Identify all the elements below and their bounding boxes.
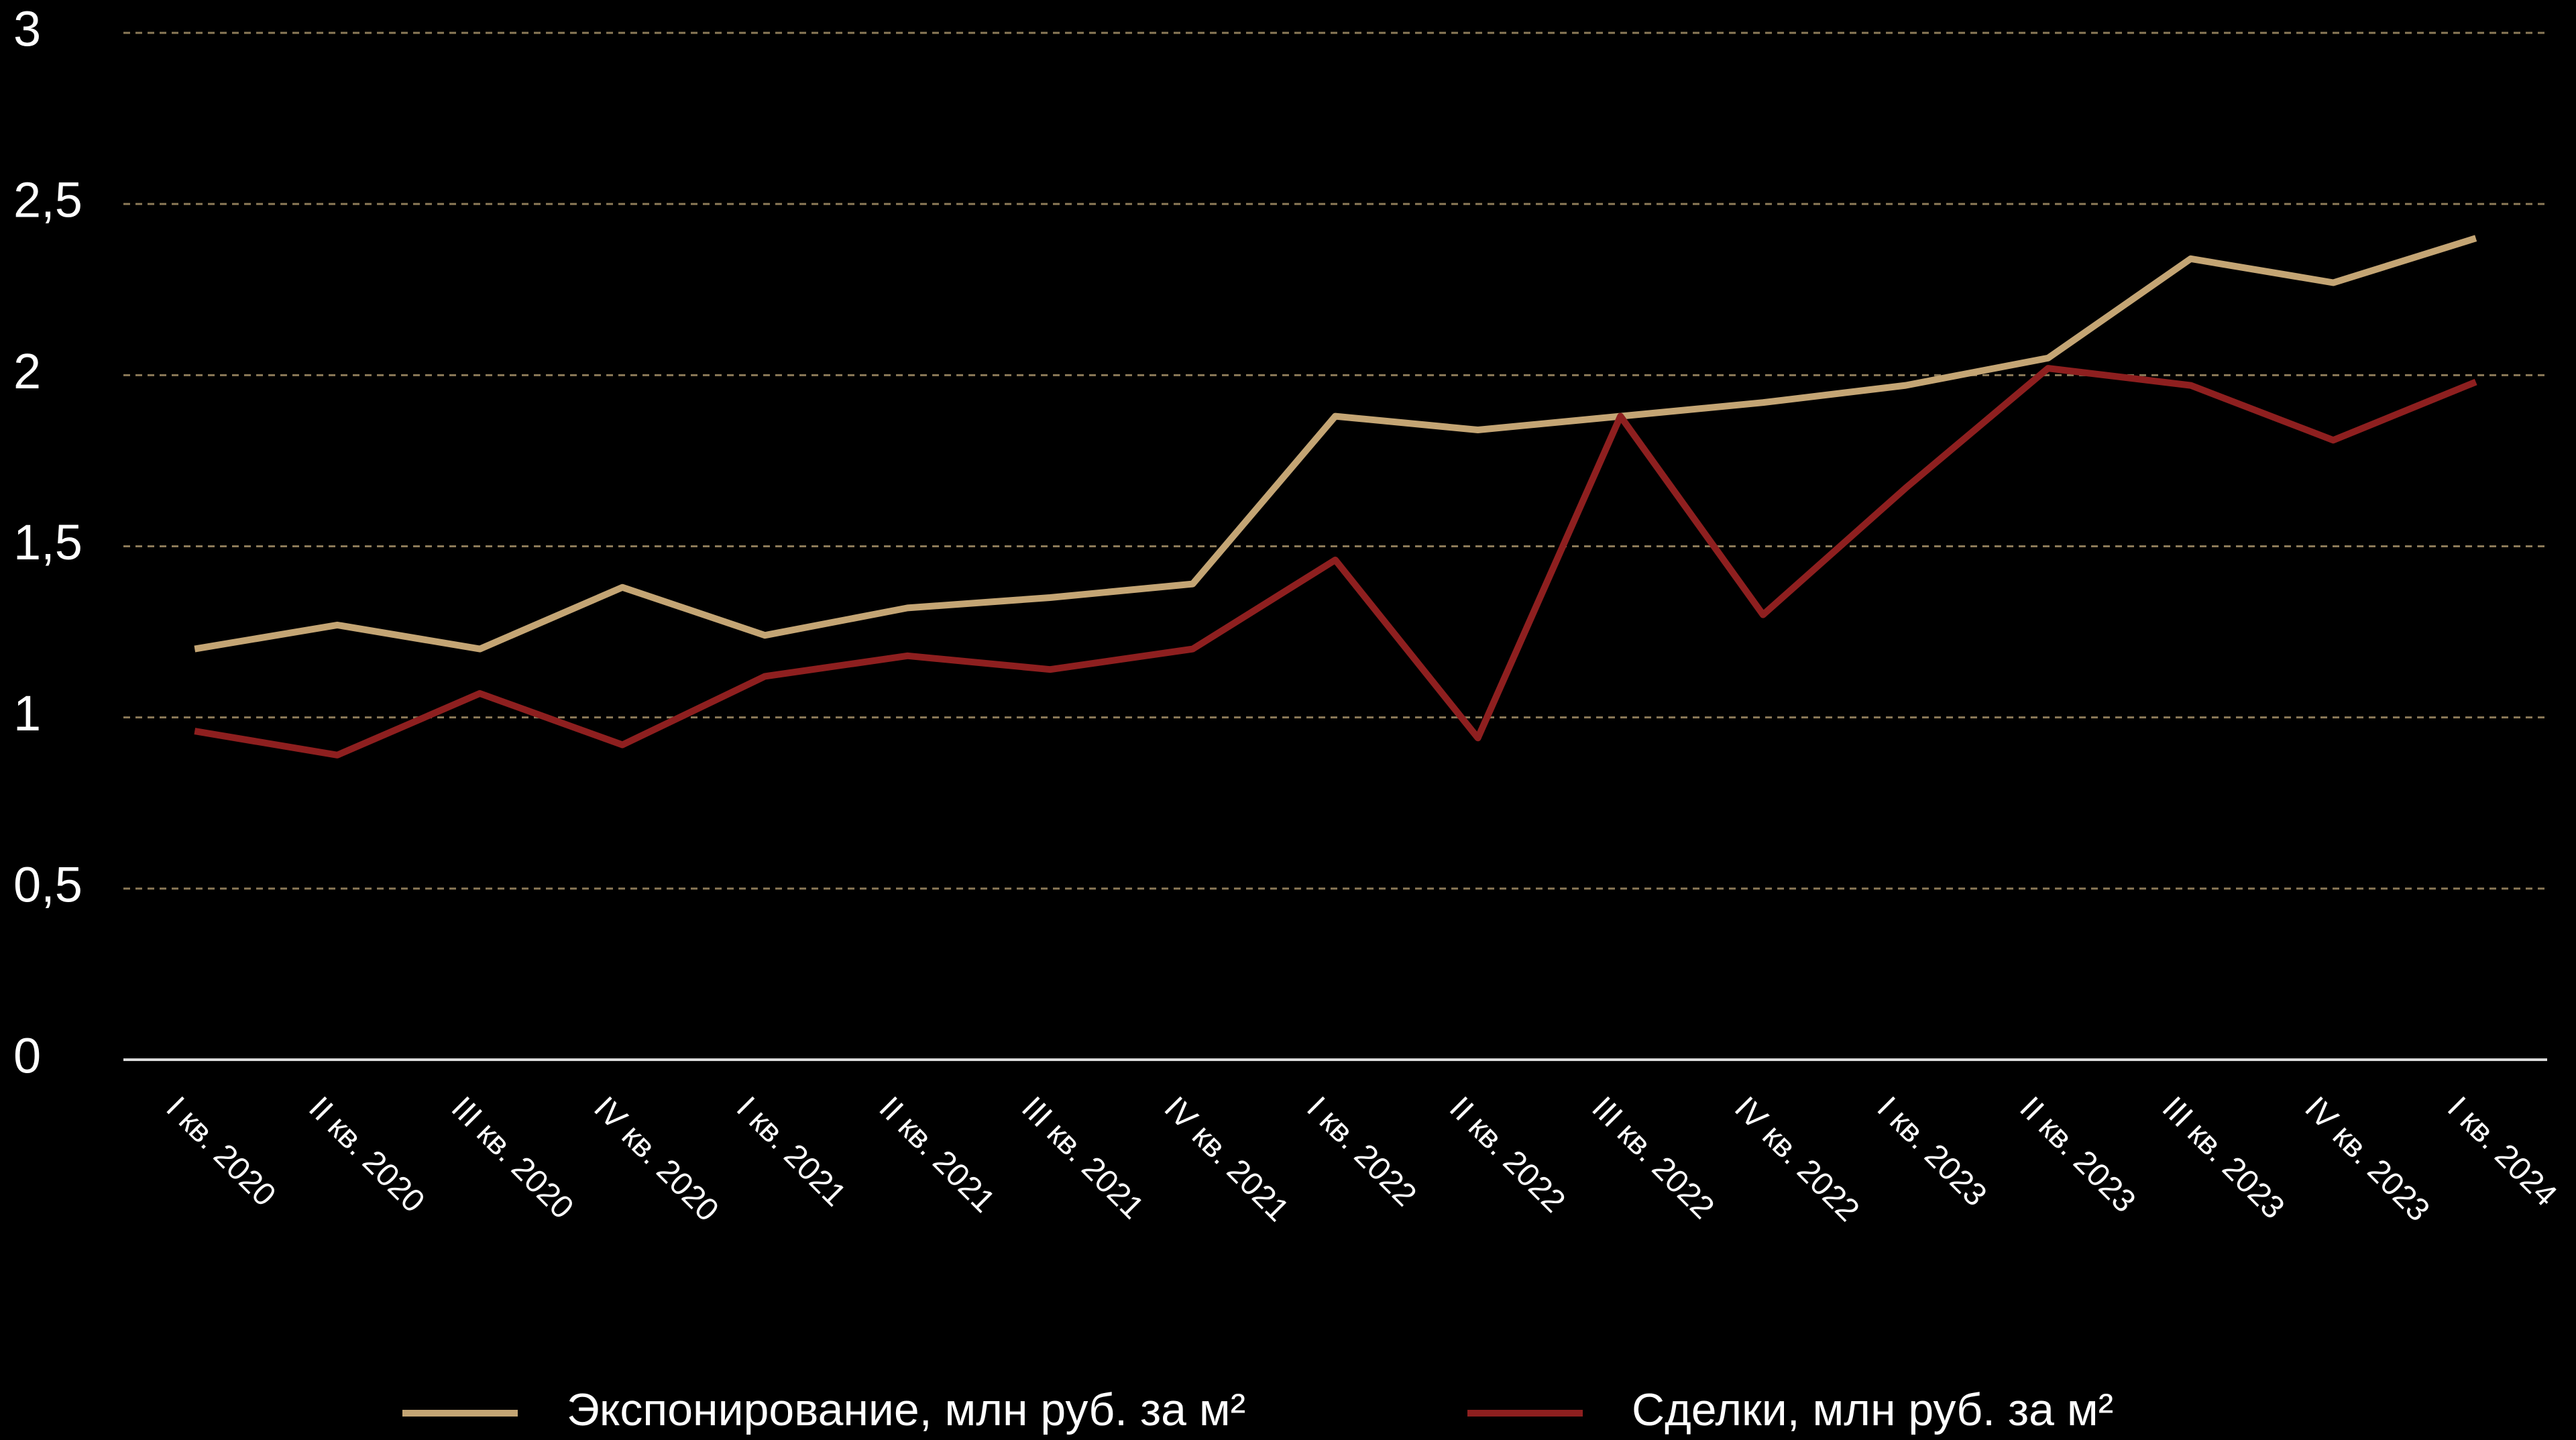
x-tick-label: I кв. 2020: [160, 1090, 283, 1213]
series-line: [194, 365, 2477, 759]
y-tick-label: 3: [13, 1, 41, 57]
legend-label: Экспонирование, млн руб. за м²: [567, 1384, 1245, 1435]
x-tick-label: I кв. 2022: [1300, 1090, 1423, 1213]
x-tick-label: IV кв. 2020: [587, 1090, 725, 1228]
x-tick-label: II кв. 2023: [2013, 1090, 2142, 1219]
series-line: [194, 235, 2477, 653]
x-tick-label: IV кв. 2022: [1728, 1090, 1866, 1228]
x-tick-label: IV кв. 2023: [2298, 1090, 2436, 1228]
x-tick-label: III кв. 2022: [1585, 1090, 1720, 1225]
y-tick-label: 1,5: [13, 514, 82, 570]
x-tick-label: I кв. 2021: [730, 1090, 853, 1213]
y-tick-label: 1: [13, 685, 41, 741]
y-tick-label: 2,5: [13, 172, 82, 228]
x-tick-label: I кв. 2023: [1870, 1090, 1994, 1213]
x-tick-label: III кв. 2021: [1015, 1090, 1150, 1225]
x-tick-label: II кв. 2021: [872, 1090, 1001, 1219]
legend-label: Сделки, млн руб. за м²: [1632, 1384, 2113, 1435]
x-tick-label: III кв. 2020: [445, 1090, 580, 1225]
x-tick-label: III кв. 2023: [2155, 1090, 2291, 1225]
x-tick-label: II кв. 2020: [302, 1090, 431, 1219]
y-tick-label: 2: [13, 343, 41, 399]
y-tick-label: 0: [13, 1028, 41, 1084]
x-tick-label: IV кв. 2021: [1158, 1090, 1296, 1228]
x-tick-label: I кв. 2024: [2441, 1090, 2564, 1213]
y-tick-label: 0,5: [13, 856, 82, 912]
x-tick-label: II кв. 2022: [1443, 1090, 1572, 1219]
